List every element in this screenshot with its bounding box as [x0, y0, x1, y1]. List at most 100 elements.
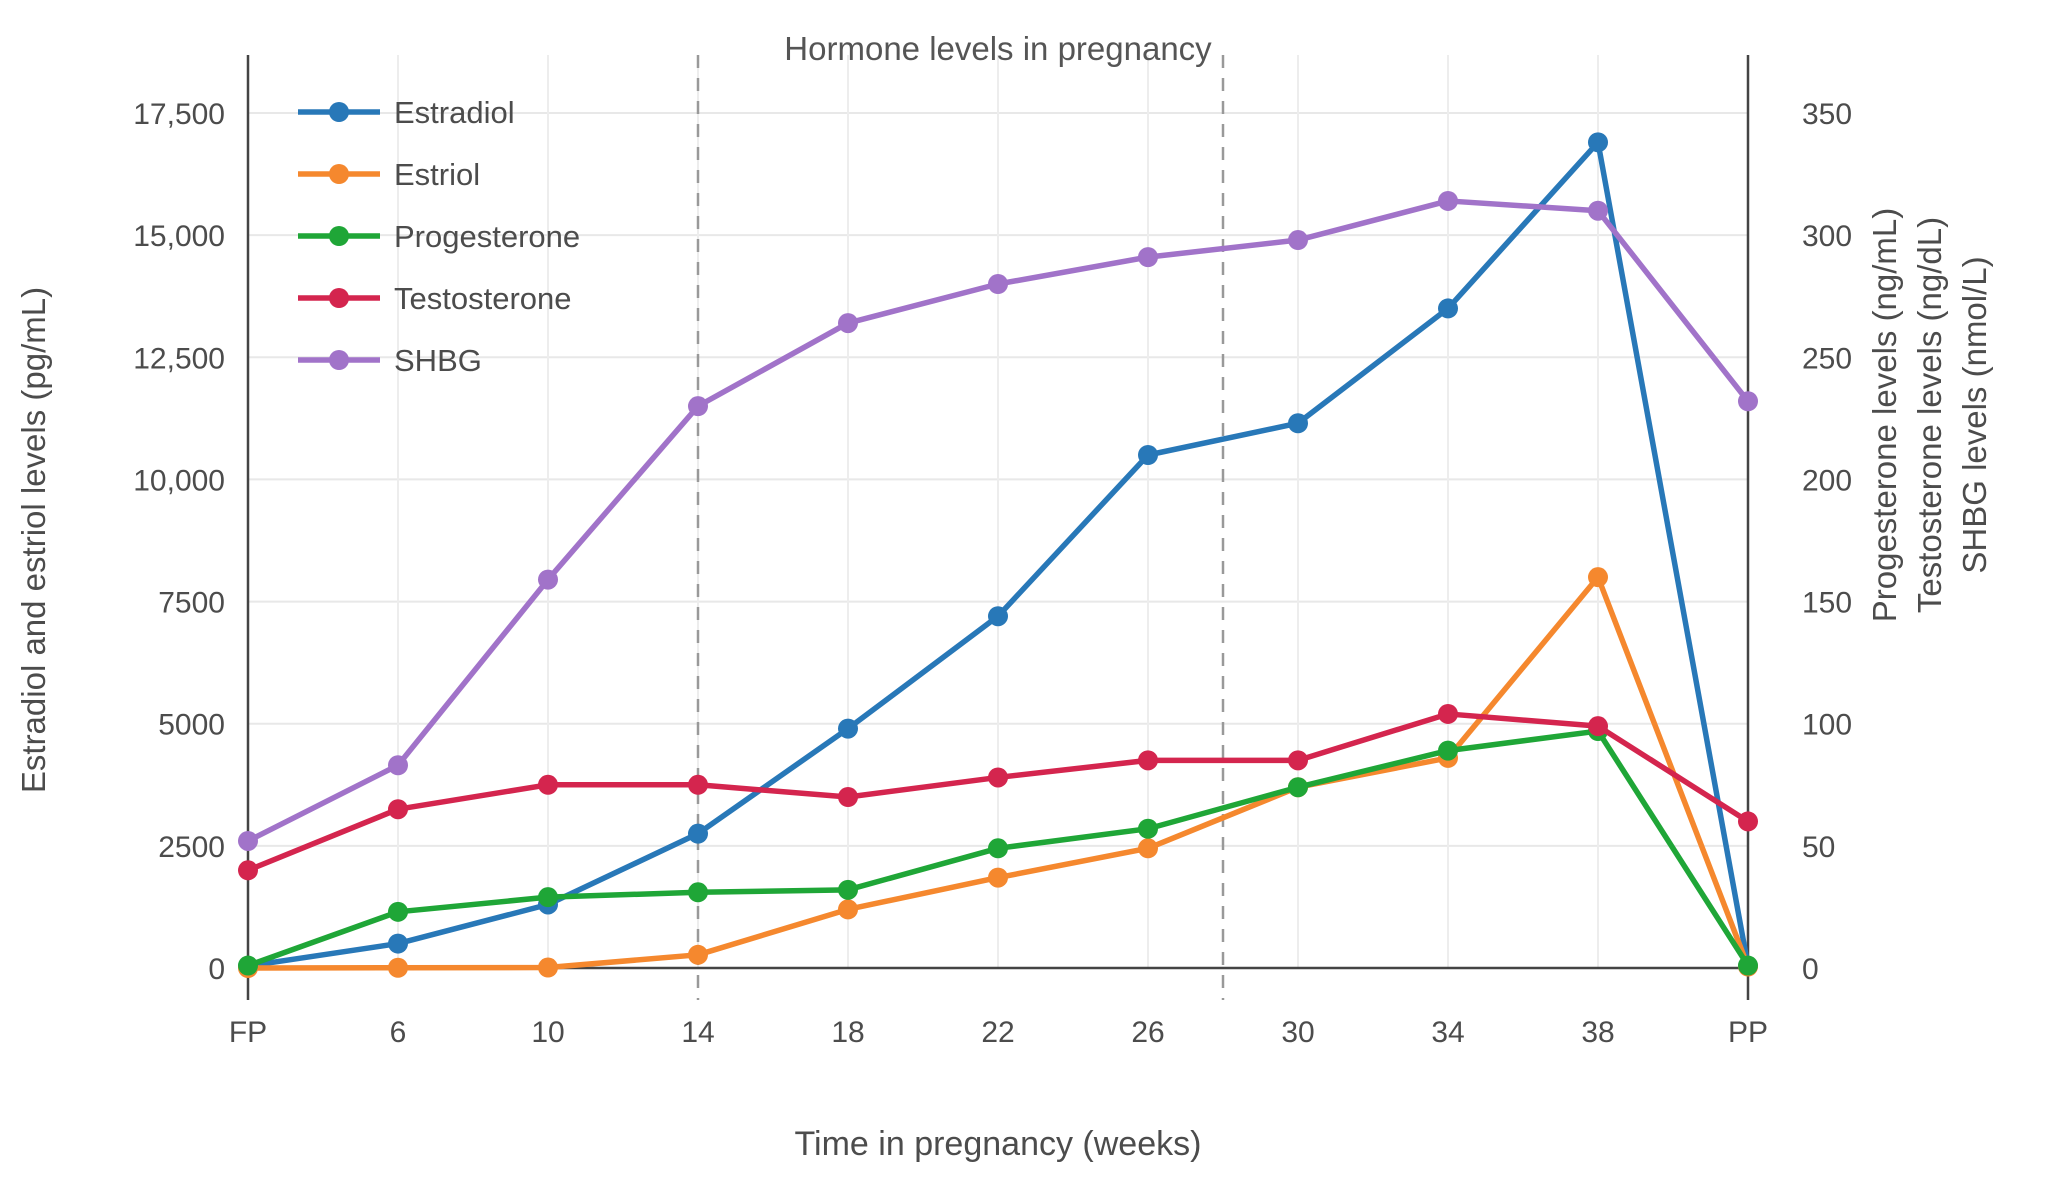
data-point	[1588, 716, 1608, 737]
x-tick-label: 26	[1131, 1016, 1164, 1049]
y-right-tick-label: 0	[1802, 953, 1819, 986]
data-point	[538, 569, 558, 590]
data-point	[838, 718, 858, 739]
data-point	[1288, 750, 1308, 771]
y-left-tick-label: 12,500	[133, 342, 225, 375]
series-progesterone	[238, 721, 1758, 976]
legend-marker	[329, 226, 349, 246]
data-point	[988, 767, 1008, 788]
data-point	[1138, 750, 1158, 771]
y-right-tick-label: 250	[1802, 342, 1852, 375]
data-point	[1138, 838, 1158, 859]
y-left-tick-label: 2500	[158, 831, 225, 864]
data-point	[1138, 247, 1158, 268]
data-point	[1588, 200, 1608, 221]
data-point	[1138, 818, 1158, 839]
data-point	[1738, 391, 1758, 412]
data-point	[688, 882, 708, 903]
data-point	[1588, 567, 1608, 588]
data-point	[388, 957, 408, 978]
data-point	[1738, 811, 1758, 832]
chart-title: Hormone levels in pregnancy	[784, 30, 1212, 67]
y-right-tick-label: 50	[1802, 831, 1835, 864]
x-tick-label: 34	[1431, 1016, 1464, 1049]
data-point	[388, 799, 408, 820]
data-point	[388, 901, 408, 922]
x-tick-label: PP	[1728, 1016, 1768, 1049]
data-point	[688, 774, 708, 795]
legend-marker	[329, 102, 349, 122]
x-tick-label: 22	[981, 1016, 1014, 1049]
series-shbg	[238, 190, 1758, 851]
data-point	[538, 774, 558, 795]
y-right-tick-label: 350	[1802, 98, 1852, 131]
data-point	[1588, 132, 1608, 153]
data-point	[1438, 740, 1458, 761]
data-point	[1738, 955, 1758, 976]
y-left-tick-label: 0	[208, 953, 225, 986]
x-tick-label: 10	[531, 1016, 564, 1049]
y-right-axis-title-shbg: SHBG levels (nmol/L)	[1956, 256, 1993, 573]
legend-label: Estriol	[394, 157, 480, 192]
data-point	[988, 867, 1008, 888]
data-point	[838, 313, 858, 334]
data-point	[538, 887, 558, 908]
data-point	[838, 879, 858, 900]
legend-item-progesterone[interactable]: Progesterone	[298, 219, 580, 254]
data-point	[388, 933, 408, 954]
y-right-tick-label: 300	[1802, 220, 1852, 253]
y-left-tick-label: 10,000	[133, 464, 225, 497]
y-right-tick-label: 200	[1802, 464, 1852, 497]
y-right-tick-label: 150	[1802, 587, 1852, 620]
series-group	[238, 132, 1758, 978]
legend-item-estradiol[interactable]: Estradiol	[298, 95, 515, 130]
y-right-tick-label: 100	[1802, 709, 1852, 742]
legend-marker	[329, 350, 349, 370]
x-tick-label: 14	[681, 1016, 714, 1049]
data-point	[988, 274, 1008, 294]
data-point	[688, 823, 708, 844]
data-point	[838, 787, 858, 807]
y-left-axis-title: Estradiol and estriol levels (pg/mL)	[15, 287, 52, 793]
data-point	[1438, 703, 1458, 724]
legend-item-shbg[interactable]: SHBG	[298, 343, 482, 378]
legend-item-estriol[interactable]: Estriol	[298, 157, 480, 192]
legend-marker	[329, 164, 349, 184]
legend-label: Estradiol	[394, 95, 515, 130]
data-point	[238, 860, 258, 881]
y-left-tick-label: 7500	[158, 587, 225, 620]
x-tick-label: FP	[229, 1016, 267, 1049]
data-point	[1438, 190, 1458, 211]
legend-marker	[329, 288, 349, 308]
data-point	[1288, 230, 1308, 251]
legend: Estradiol Estriol Progesterone Testosterone…	[298, 95, 580, 378]
x-tick-label: 18	[831, 1016, 864, 1049]
y-left-tick-label: 5000	[158, 709, 225, 742]
data-point	[838, 899, 858, 920]
data-point	[988, 606, 1008, 627]
y-left-tick-label: 15,000	[133, 220, 225, 253]
x-axis-title: Time in pregnancy (weeks)	[795, 1125, 1202, 1163]
tick-labels: 0 2500 5000 7500 10,000 12,500 15,000 17,500 0 50…	[133, 98, 1852, 1049]
legend-label: Testosterone	[394, 281, 572, 316]
data-point	[238, 955, 258, 976]
x-tick-label: 38	[1581, 1016, 1614, 1049]
series-testosterone	[238, 703, 1758, 881]
data-point	[688, 396, 708, 417]
data-point	[538, 957, 558, 978]
x-tick-label: 6	[390, 1016, 407, 1049]
data-point	[1288, 413, 1308, 434]
x-tick-label: 30	[1281, 1016, 1314, 1049]
gridlines	[248, 55, 1748, 968]
y-right-axis-title-progesterone: Progesterone levels (ng/mL)	[1866, 208, 1903, 623]
y-left-tick-label: 17,500	[133, 98, 225, 131]
data-point	[1438, 298, 1458, 319]
data-point	[988, 838, 1008, 859]
legend-label: Progesterone	[394, 219, 580, 254]
legend-item-testosterone[interactable]: Testosterone	[298, 281, 572, 316]
data-point	[1138, 445, 1158, 465]
data-point	[238, 830, 258, 851]
data-point	[1288, 777, 1308, 798]
